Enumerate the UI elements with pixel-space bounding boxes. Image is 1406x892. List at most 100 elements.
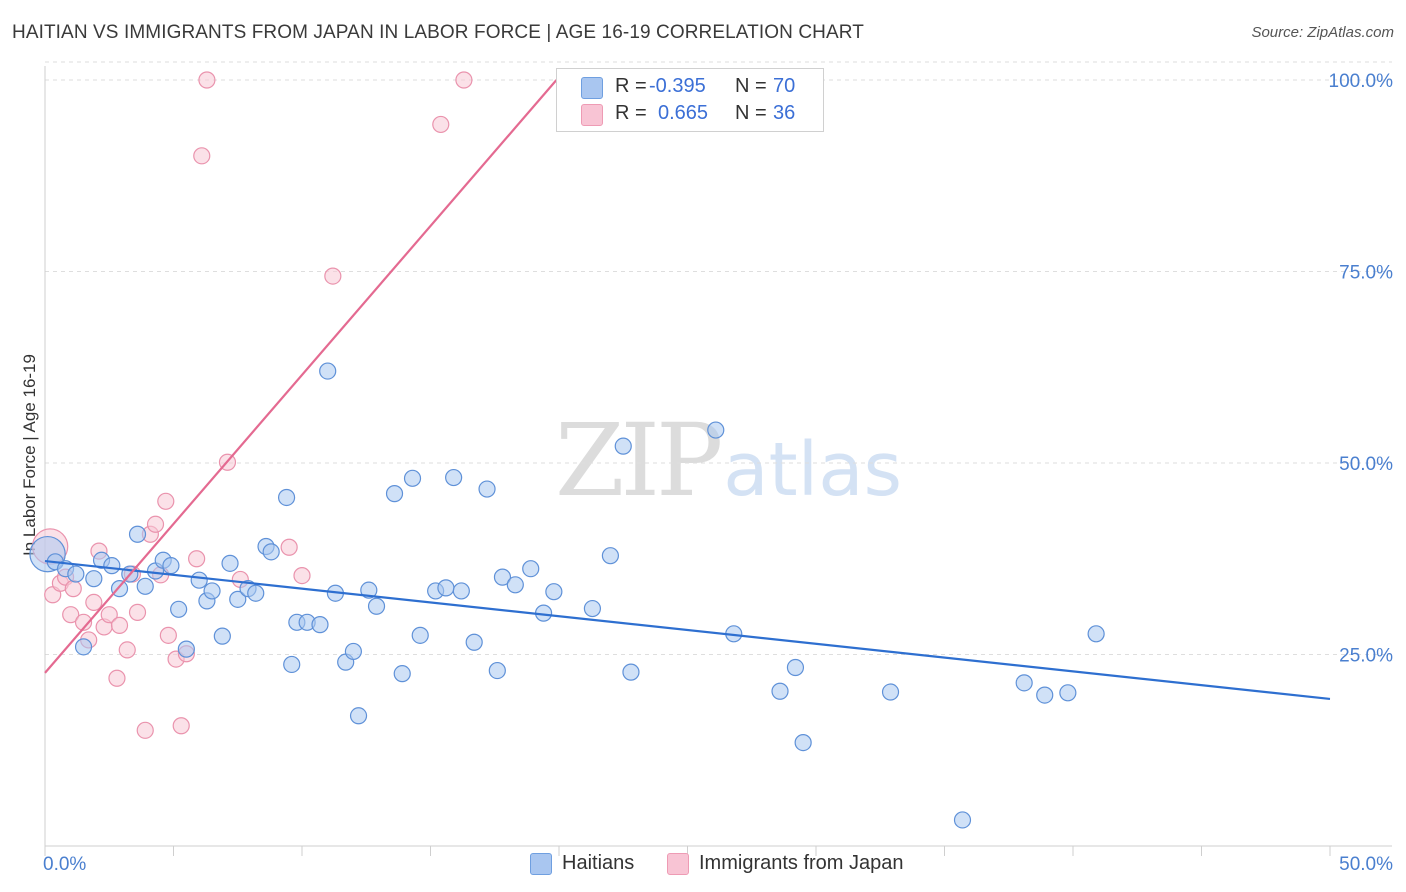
point-haitian <box>349 707 368 725</box>
y-tick-label: 50.0% <box>1339 454 1393 475</box>
point-haitian <box>622 663 640 681</box>
point-haitian <box>277 488 296 507</box>
trend-line-japan <box>44 79 558 674</box>
legend-r-value: 0.665 <box>658 102 709 124</box>
point-haitian <box>786 658 805 677</box>
point-haitian <box>437 579 455 597</box>
point-haitian <box>1036 686 1054 704</box>
legend-n-value: 36 <box>773 102 796 124</box>
point-japan <box>128 603 147 621</box>
point-haitian <box>478 480 496 498</box>
point-haitian <box>85 570 103 588</box>
point-haitian <box>247 584 265 602</box>
point-haitian <box>128 525 147 543</box>
legend-swatch-japan <box>581 104 603 126</box>
point-haitian <box>162 557 180 575</box>
point-haitian <box>707 421 725 439</box>
point-japan <box>172 717 190 735</box>
point-haitian <box>403 469 422 487</box>
point-haitian <box>262 543 280 561</box>
legend-swatch-haitians <box>581 77 603 99</box>
point-japan <box>280 538 298 556</box>
point-haitian <box>953 811 972 829</box>
point-haitian <box>445 468 463 487</box>
legend-n-value: 70 <box>773 75 796 97</box>
point-haitian <box>203 582 221 600</box>
point-japan <box>157 492 175 510</box>
point-haitian <box>221 554 239 572</box>
point-haitian <box>583 599 602 618</box>
legend-label-haitians: Haitians <box>562 852 635 874</box>
legend-swatch-japan <box>667 853 689 875</box>
point-haitian <box>74 638 93 656</box>
point-haitian <box>177 640 195 658</box>
point-japan <box>146 515 165 533</box>
point-haitian <box>545 583 563 601</box>
points-japan <box>31 71 473 739</box>
point-haitian <box>1059 684 1077 702</box>
point-haitian <box>393 665 411 683</box>
point-japan <box>198 71 216 89</box>
legend-row-haitians: R = -0.395 N = 70 <box>557 73 823 100</box>
point-japan <box>188 550 206 568</box>
point-japan <box>293 567 311 585</box>
point-haitian <box>488 661 506 680</box>
point-haitian <box>465 633 483 651</box>
point-haitian <box>385 485 404 503</box>
point-haitian <box>213 627 231 645</box>
legend-row-japan: R = 0.665 N = 36 <box>557 100 823 127</box>
point-haitian <box>1087 625 1105 643</box>
y-tick-label: 25.0% <box>1339 646 1393 667</box>
point-haitian <box>411 626 429 644</box>
chart-title: HAITIAN VS IMMIGRANTS FROM JAPAN IN LABO… <box>12 22 864 43</box>
correlation-legend: R = -0.395 N = 70 R = 0.665 N = 36 <box>556 68 824 132</box>
axes <box>44 66 1392 856</box>
watermark-zip: ZIP <box>555 402 723 519</box>
point-haitian <box>771 682 789 700</box>
point-haitian <box>881 683 900 701</box>
point-haitian <box>136 577 154 595</box>
point-haitian <box>506 576 524 594</box>
point-japan <box>64 580 82 598</box>
point-haitian <box>1015 674 1033 692</box>
legend-r-value: -0.395 <box>649 75 706 97</box>
point-japan <box>455 71 473 89</box>
gridlines <box>45 61 1392 655</box>
point-japan <box>74 613 93 631</box>
point-haitian <box>229 590 247 608</box>
point-japan <box>118 641 136 659</box>
point-japan <box>110 616 129 634</box>
legend-n-label: N = <box>735 102 767 124</box>
y-tick-label: 100.0% <box>1329 71 1394 92</box>
legend-r-label: R = <box>615 75 647 97</box>
point-japan <box>159 626 177 644</box>
point-japan <box>193 147 211 165</box>
point-japan <box>432 115 450 134</box>
x-tick-label: 0.0% <box>43 854 86 875</box>
point-haitian <box>367 597 386 615</box>
point-haitian <box>522 560 540 578</box>
legend-r-label: R = <box>615 102 647 124</box>
point-haitian <box>103 557 121 575</box>
legend-label-japan: Immigrants from Japan <box>699 852 904 874</box>
point-haitian <box>170 600 188 618</box>
point-haitian <box>319 362 337 380</box>
trend-line-haitians <box>44 559 1331 701</box>
point-haitian <box>344 642 362 661</box>
point-haitian <box>601 547 620 565</box>
watermark: ZIPatlas <box>555 402 902 519</box>
legend-swatch-haitians <box>530 853 552 875</box>
point-haitian <box>67 565 85 583</box>
point-japan <box>100 606 118 624</box>
point-japan <box>136 721 154 739</box>
point-japan <box>324 267 342 285</box>
point-japan <box>62 606 80 624</box>
trend-lines <box>44 79 1331 701</box>
point-haitian <box>493 568 512 586</box>
point-haitian <box>360 581 378 599</box>
x-tick-label: 50.0% <box>1339 854 1393 875</box>
tick-labels: 25.0% 50.0% 75.0% 100.0% 0.0% 50.0% <box>43 71 1393 875</box>
point-haitian <box>283 655 301 674</box>
watermark-atlas: atlas <box>723 427 903 513</box>
